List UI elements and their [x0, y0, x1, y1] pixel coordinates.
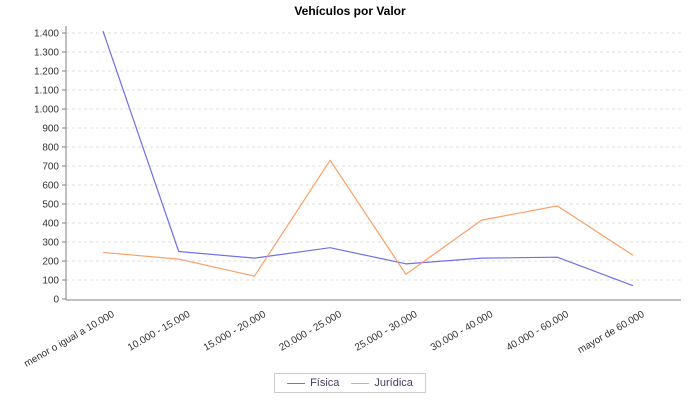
y-tick-label: 700 [42, 162, 59, 173]
juridica-line-swatch-icon [351, 382, 370, 384]
x-category-label: 10.000 - 15.000 [126, 309, 193, 354]
y-tick-label: 0 [53, 295, 59, 306]
y-tick-label: 1.300 [34, 48, 59, 59]
x-category-label: 20.000 - 25.000 [277, 309, 344, 354]
legend-item-fisica: Física [287, 377, 339, 389]
y-tick-label: 300 [42, 238, 59, 249]
y-tick-label: 500 [42, 200, 59, 211]
legend-label-juridica: Jurídica [374, 377, 413, 389]
y-tick-label: 100 [42, 276, 59, 287]
y-tick-label: 600 [42, 181, 59, 192]
y-tick-label: 1.200 [34, 67, 59, 78]
legend-label-fisica: Física [310, 377, 340, 389]
y-tick-label: 200 [42, 257, 59, 268]
fisica-line-swatch-icon [287, 382, 306, 384]
y-tick-label: 800 [42, 143, 59, 154]
y-tick-label: 1.000 [34, 105, 59, 116]
x-category-label: 40.000 - 60.000 [505, 309, 572, 354]
y-tick-label: 1.400 [34, 29, 59, 40]
legend-item-juridica: Jurídica [351, 377, 413, 389]
series-line-fisica [102, 30, 634, 287]
y-tick-label: 900 [42, 124, 59, 135]
y-tick-label: 400 [42, 219, 59, 230]
y-tick-label: 1.100 [34, 86, 59, 97]
x-category-label: 25.000 - 30.000 [353, 309, 420, 354]
series-line-juridica [102, 159, 634, 277]
chart-title: Vehículos por Valor [294, 4, 406, 18]
x-category-label: 15.000 - 20.000 [202, 309, 269, 354]
x-category-label: menor o igual a 10.000 [22, 309, 116, 370]
x-category-label: mayor de 60.000 [576, 309, 647, 356]
x-category-label: 30.000 - 40.000 [429, 309, 496, 354]
chart-legend: Física Jurídica [274, 373, 426, 393]
